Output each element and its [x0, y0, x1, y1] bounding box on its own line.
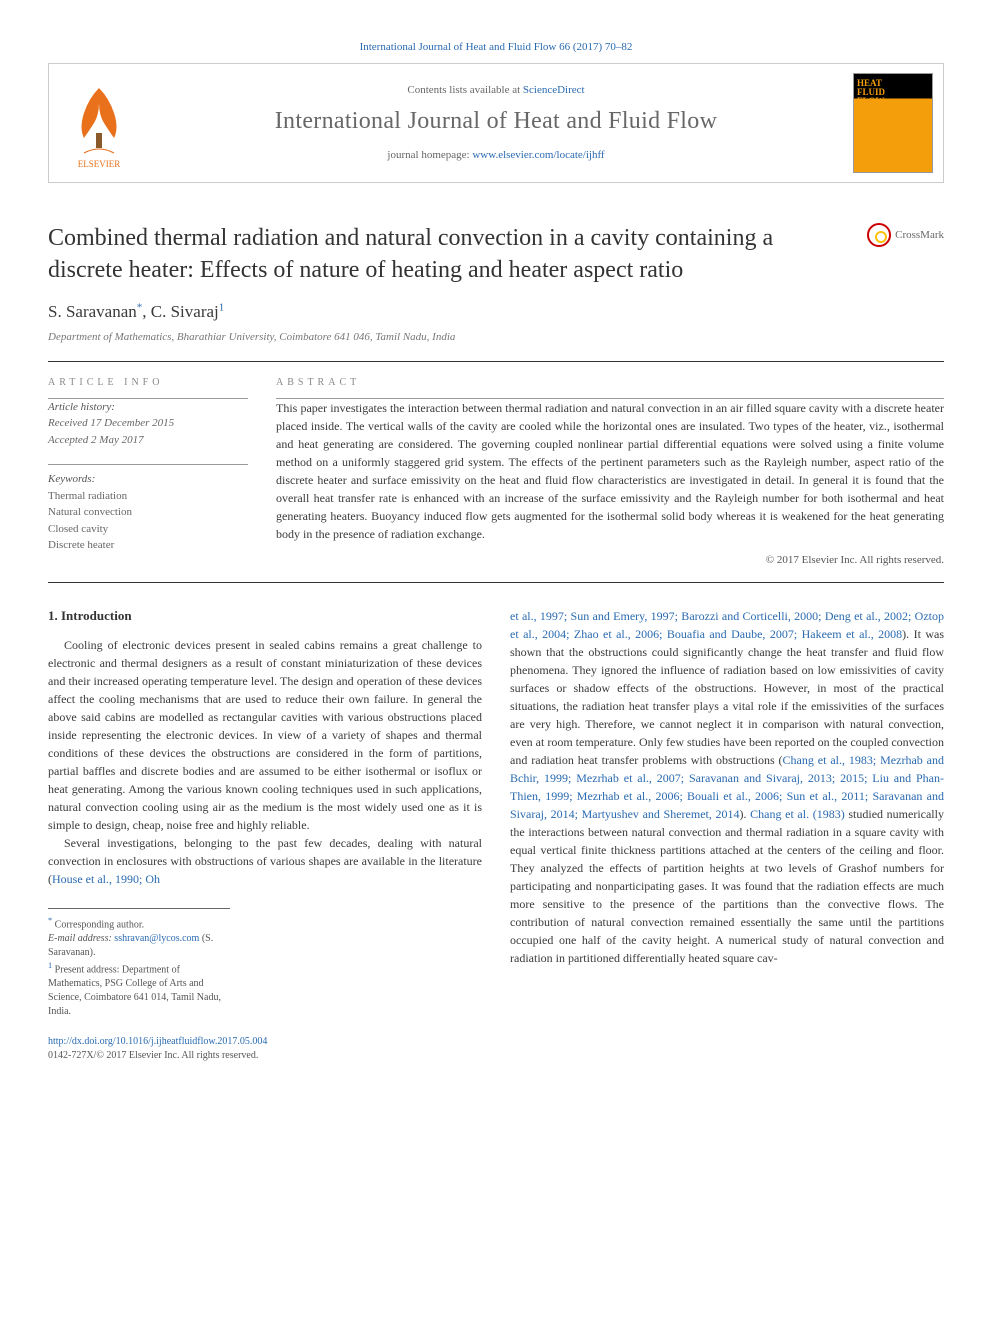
contents-prefix: Contents lists available at — [407, 84, 522, 96]
svg-text:ELSEVIER: ELSEVIER — [78, 159, 121, 169]
right-ref-1[interactable]: et al., 1997; Sun and Emery, 1997; Baroz… — [510, 609, 944, 641]
right-p1-b: ). — [740, 807, 751, 821]
abstract-text: This paper investigates the interaction … — [276, 399, 944, 543]
contents-line: Contents lists available at ScienceDirec… — [149, 83, 843, 98]
intro-paragraph-1: Cooling of electronic devices present in… — [48, 636, 482, 834]
authors-sep: , — [142, 302, 151, 321]
article-info-label: ARTICLE INFO — [48, 376, 248, 390]
author-1: S. Saravanan — [48, 302, 137, 321]
right-p1-c: studied numerically the interactions bet… — [510, 807, 944, 965]
right-paragraph-1: et al., 1997; Sun and Emery, 1997; Baroz… — [510, 607, 944, 967]
author-2: C. Sivaraj — [151, 302, 219, 321]
history-heading: Article history: — [48, 399, 248, 416]
sciencedirect-link[interactable]: ScienceDirect — [523, 84, 585, 96]
keywords-rule — [48, 464, 248, 465]
elsevier-logo-container: ELSEVIER — [49, 63, 149, 183]
abstract-label: ABSTRACT — [276, 376, 944, 390]
header-center: Contents lists available at ScienceDirec… — [149, 83, 843, 163]
authors-line: S. Saravanan*, C. Sivaraj1 — [48, 300, 944, 324]
author-2-sup: 1 — [219, 301, 225, 313]
article-info-column: ARTICLE INFO Article history: Received 1… — [48, 376, 248, 568]
history-accepted: Accepted 2 May 2017 — [48, 432, 248, 449]
crossmark-badge[interactable]: CrossMark — [867, 223, 944, 247]
journal-cover-container: HEAT FLUID FLOW — [843, 63, 943, 183]
intro-p2-ref[interactable]: House et al., 1990; Oh — [52, 872, 160, 886]
journal-header-box: ELSEVIER Contents lists available at Sci… — [48, 63, 944, 183]
journal-name: International Journal of Heat and Fluid … — [149, 105, 843, 139]
email-footnote: E-mail address: sshravan@lycos.com (S. S… — [48, 932, 230, 960]
keyword-2: Natural convection — [48, 504, 248, 521]
body-column-left: 1. Introduction Cooling of electronic de… — [48, 607, 482, 1063]
affiliation: Department of Mathematics, Bharathiar Un… — [48, 330, 944, 345]
keyword-3: Closed cavity — [48, 521, 248, 538]
rule-mid — [48, 582, 944, 583]
keyword-1: Thermal radiation — [48, 488, 248, 505]
footnotes-block: * Corresponding author. E-mail address: … — [48, 908, 230, 1020]
keywords-heading: Keywords: — [48, 471, 248, 488]
email-link[interactable]: sshravan@lycos.com — [114, 933, 199, 944]
crossmark-icon — [867, 223, 891, 247]
rule-top — [48, 361, 944, 362]
homepage-link[interactable]: www.elsevier.com/locate/ijhff — [472, 149, 604, 161]
right-p1-a: ). It was shown that the obstructions co… — [510, 627, 944, 767]
cover-flow-label: FLOW — [857, 95, 885, 108]
article-title: Combined thermal radiation and natural c… — [48, 223, 808, 285]
present-address-footnote: 1 Present address: Department of Mathema… — [48, 960, 230, 1019]
right-ref-3[interactable]: Chang et al. (1983) — [750, 807, 845, 821]
homepage-line: journal homepage: www.elsevier.com/locat… — [149, 148, 843, 163]
doi-link[interactable]: http://dx.doi.org/10.1016/j.ijheatfluidf… — [48, 1036, 267, 1047]
fn1-text: Present address: Department of Mathemati… — [48, 964, 221, 1017]
doi-block: http://dx.doi.org/10.1016/j.ijheatfluidf… — [48, 1035, 482, 1063]
journal-cover-icon: HEAT FLUID FLOW — [853, 73, 933, 173]
star-icon: * — [48, 916, 52, 925]
keywords-block: Keywords: Thermal radiation Natural conv… — [48, 464, 248, 554]
keyword-4: Discrete heater — [48, 537, 248, 554]
abstract-copyright: © 2017 Elsevier Inc. All rights reserved… — [276, 553, 944, 568]
history-received: Received 17 December 2015 — [48, 415, 248, 432]
article-history-block: Article history: Received 17 December 20… — [48, 399, 248, 449]
elsevier-logo-icon: ELSEVIER — [59, 73, 139, 173]
fn1-sup: 1 — [48, 961, 52, 970]
issn-copyright: 0142-727X/© 2017 Elsevier Inc. All right… — [48, 1049, 482, 1063]
corr-text: Corresponding author. — [55, 919, 144, 930]
citation-link[interactable]: International Journal of Heat and Fluid … — [360, 41, 633, 53]
email-label: E-mail address: — [48, 933, 114, 944]
body-column-right: et al., 1997; Sun and Emery, 1997; Baroz… — [510, 607, 944, 1063]
intro-paragraph-2: Several investigations, belonging to the… — [48, 834, 482, 888]
crossmark-container: CrossMark — [824, 223, 944, 252]
corresponding-footnote: * Corresponding author. — [48, 915, 230, 932]
crossmark-label: CrossMark — [895, 228, 944, 243]
section-heading-intro: 1. Introduction — [48, 607, 482, 625]
homepage-prefix: journal homepage: — [387, 149, 472, 161]
citation-line: International Journal of Heat and Fluid … — [48, 40, 944, 55]
abstract-column: ABSTRACT This paper investigates the int… — [276, 376, 944, 568]
